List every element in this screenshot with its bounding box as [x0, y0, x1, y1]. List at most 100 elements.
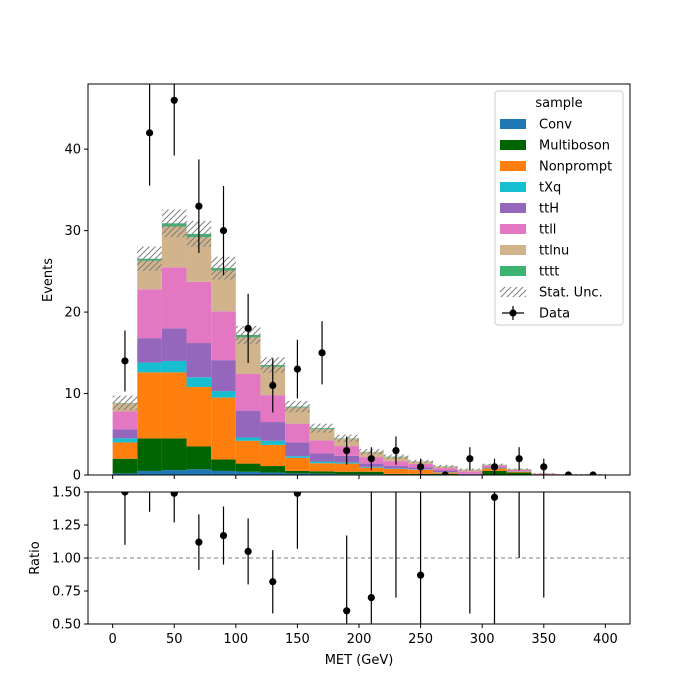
bar-nonprompt-bin-7: [285, 457, 310, 471]
bar-tth-bin-11: [383, 466, 409, 469]
x-tick-label-3: 150: [285, 632, 310, 647]
bar-multiboson-bin-10: [359, 471, 384, 475]
bar-multiboson-bin-16: [506, 472, 532, 475]
legend-swatch-ttlnu: [500, 245, 526, 255]
bar-multiboson-bin-4: [211, 459, 236, 471]
ratio-point-4: [219, 531, 228, 540]
data-point-11: [392, 446, 400, 455]
top-y-ticks: 0 10 20 30 40: [64, 143, 88, 484]
bar-conv-bin-5: [235, 471, 261, 475]
legend-label-stat-unc-: Stat. Unc.: [539, 286, 603, 301]
x-tick-label-2: 100: [223, 632, 248, 647]
bar-multiboson-bin-6: [260, 466, 286, 473]
bar-multiboson-bin-3: [186, 446, 212, 470]
stat-unc-band-bin-8: [309, 423, 335, 433]
bar-nonprompt-bin-11: [383, 468, 409, 474]
legend-swatch-conv: [500, 119, 526, 129]
legend-swatch-tth: [500, 203, 526, 213]
legend-label-multiboson: Multiboson: [539, 139, 610, 154]
data-point-8: [318, 349, 326, 357]
legend-swatch-ttll: [500, 224, 526, 234]
data-point-14: [466, 455, 474, 463]
ratio-point-11: [392, 475, 399, 482]
x-tick-label-7: 350: [531, 632, 556, 647]
bar-nonprompt-bin-16: [506, 471, 532, 473]
bar-ttll-bin-13: [432, 468, 458, 471]
ratio-point-7: [293, 492, 302, 497]
stat-unc-band-bin-0: [112, 395, 138, 411]
x-tick-label-1: 50: [166, 632, 183, 647]
bar-ttll-bin-1: [137, 289, 162, 339]
ratio-point-15: [490, 493, 499, 501]
legend: sample Conv Multiboson Nonprompt tXq ttH ttll…: [494, 90, 624, 326]
ratio-point-10: [367, 594, 375, 602]
data-point-1: [145, 129, 154, 137]
x-axis-label: MET (GeV): [325, 653, 394, 668]
bar-ttll-bin-5: [235, 373, 261, 411]
data-point-2: [170, 96, 178, 104]
stat-unc-band-bin-13: [432, 464, 458, 468]
ratio-point-13: [442, 686, 449, 693]
bottom-x-ticks: 0 50 100 150 200 250 300 350 400: [108, 624, 618, 647]
top-y-tick-label-4: 40: [64, 143, 81, 158]
bar-nonprompt-bin-8: [309, 463, 335, 472]
bar-ttll-bin-2: [161, 267, 187, 329]
bar-txq-bin-0: [112, 438, 138, 443]
ratio-point-14: [466, 422, 473, 429]
legend-swatch-multiboson: [500, 140, 526, 150]
ratio-point-5: [244, 547, 252, 556]
bar-multiboson-bin-2: [161, 438, 187, 471]
bar-tth-bin-2: [161, 328, 187, 361]
bar-ttll-bin-3: [186, 281, 212, 344]
legend-label-txq: tXq: [539, 181, 561, 196]
bar-nonprompt-bin-3: [186, 387, 212, 447]
data-point-9: [343, 446, 351, 455]
legend-label-tth: ttH: [539, 202, 559, 217]
ratio-point-17: [540, 422, 547, 429]
bar-ttll-bin-14: [457, 471, 483, 474]
bar-txq-bin-2: [161, 360, 187, 373]
top-y-tick-label-0: 0: [73, 469, 81, 484]
data-point-3: [195, 202, 203, 210]
bar-txq-bin-4: [211, 391, 236, 398]
ratio-point-0: [121, 492, 129, 496]
bar-ttll-bin-4: [211, 311, 236, 361]
bar-ttll-bin-16: [506, 469, 532, 472]
bar-multiboson-bin-9: [334, 471, 359, 475]
bar-tth-bin-7: [285, 442, 310, 457]
x-tick-label-8: 400: [593, 632, 618, 647]
bar-ttll-bin-7: [285, 423, 310, 443]
data-points: [121, 84, 597, 475]
bar-tth-bin-13: [432, 470, 458, 473]
ratio-point-12: [416, 571, 425, 579]
legend-label-ttlnu: ttlnu: [539, 244, 569, 259]
bar-conv-bin-3: [186, 469, 212, 475]
bar-tth-bin-3: [186, 343, 212, 378]
bar-txq-bin-7: [285, 456, 310, 458]
stat-unc-band-bin-1: [137, 246, 162, 271]
bar-ttll-bin-8: [309, 440, 335, 454]
data-point-4: [219, 227, 228, 235]
data-point-5: [244, 324, 252, 332]
legend-frame: [494, 90, 624, 326]
bar-tth-bin-4: [211, 360, 236, 392]
bar-tth-bin-8: [309, 453, 335, 462]
x-tick-label-0: 0: [108, 632, 116, 647]
bar-nonprompt-bin-6: [260, 444, 286, 467]
bottom-y-tick-label-1: 0.75: [52, 585, 81, 600]
stat-unc-band-bin-2: [161, 209, 187, 238]
bar-conv-bin-0: [112, 473, 138, 475]
ratio-point-1: [146, 475, 153, 482]
bar-multiboson-bin-1: [137, 438, 162, 471]
legend-label-nonprompt: Nonprompt: [539, 160, 612, 175]
bar-nonprompt-bin-4: [211, 397, 236, 460]
legend-label-tttt: tttt: [539, 265, 559, 280]
bar-conv-bin-4: [211, 470, 236, 475]
bar-tth-bin-5: [235, 410, 261, 438]
data-point-10: [367, 455, 375, 463]
bottom-axes-frame: [87, 491, 631, 625]
data-point-7: [293, 365, 302, 373]
data-point-16: [515, 455, 523, 463]
top-y-axis-label: Events: [41, 258, 56, 302]
